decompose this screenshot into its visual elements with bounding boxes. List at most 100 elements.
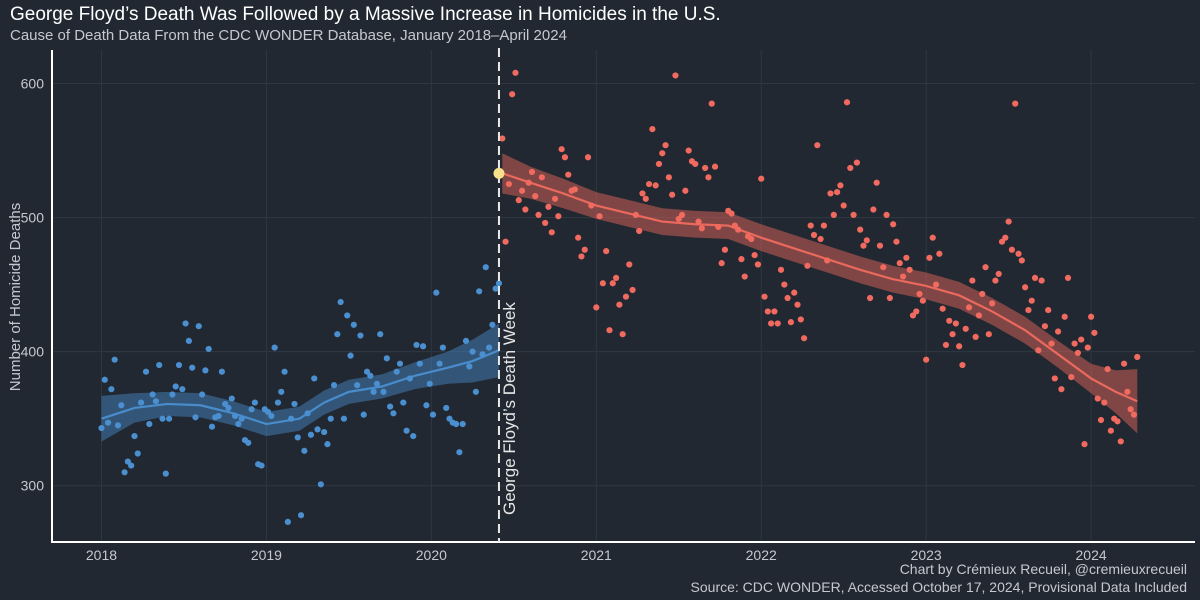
data-point — [545, 203, 552, 210]
data-point — [400, 399, 407, 406]
data-point — [616, 301, 623, 308]
data-point — [1041, 323, 1049, 330]
data-point — [754, 261, 762, 268]
data-point — [360, 411, 367, 418]
data-point — [903, 254, 910, 261]
data-point — [561, 154, 569, 161]
data-point — [98, 424, 105, 432]
data-point — [390, 410, 397, 417]
data-point — [975, 312, 983, 319]
data-point — [387, 403, 394, 410]
data-point — [396, 360, 404, 367]
data-point — [758, 175, 765, 182]
data-point — [518, 187, 526, 194]
data-point — [1120, 360, 1128, 367]
data-point — [195, 323, 202, 330]
data-point — [182, 320, 189, 327]
x-tick-label: 2023 — [911, 547, 942, 563]
data-point — [166, 415, 173, 422]
data-point — [609, 280, 616, 287]
trend-line — [101, 349, 500, 426]
data-point — [949, 331, 956, 338]
data-point — [433, 289, 440, 296]
data-point — [108, 386, 115, 393]
trend-lines — [101, 172, 1138, 426]
data-point — [698, 225, 705, 232]
data-point — [946, 317, 953, 324]
data-point — [462, 337, 470, 345]
data-point — [979, 290, 986, 298]
data-point — [936, 250, 943, 257]
data-point — [972, 333, 979, 340]
y-axis-label: Number of Homicide Deaths — [7, 203, 24, 391]
confidence-band — [101, 323, 499, 442]
data-point — [509, 91, 516, 98]
data-point — [294, 434, 301, 441]
data-point — [142, 368, 150, 375]
data-point — [575, 234, 582, 241]
data-point — [801, 335, 808, 342]
data-point — [873, 179, 880, 186]
data-point — [711, 163, 719, 170]
data-point — [1081, 441, 1088, 448]
data-point — [423, 402, 430, 409]
data-point — [459, 420, 466, 428]
data-point — [1045, 306, 1052, 314]
data-point — [820, 222, 827, 229]
x-tick-label: 2019 — [251, 547, 282, 563]
data-point — [429, 411, 437, 418]
data-point — [896, 260, 903, 267]
data-point — [383, 355, 390, 362]
data-point — [645, 180, 653, 188]
data-point — [426, 380, 433, 387]
data-point — [932, 281, 940, 288]
data-point — [876, 242, 884, 249]
data-point — [542, 219, 549, 227]
data-point — [764, 308, 771, 315]
caption-credit: Chart by Crémieux Recueil, @cremieuxrecu… — [899, 561, 1187, 577]
data-point — [923, 356, 930, 363]
data-point — [215, 412, 222, 420]
data-point — [469, 348, 476, 355]
data-point — [692, 160, 699, 168]
data-point — [1025, 306, 1032, 314]
data-point — [850, 211, 857, 218]
data-point — [939, 305, 946, 312]
data-point — [225, 404, 232, 412]
data-point — [929, 234, 936, 241]
data-point — [137, 399, 145, 406]
data-point — [274, 399, 282, 406]
data-point — [1038, 277, 1045, 284]
data-point — [149, 391, 156, 398]
data-point — [761, 293, 768, 300]
data-point — [989, 300, 996, 307]
data-point — [833, 189, 841, 196]
data-point — [1018, 257, 1025, 264]
data-point — [1028, 297, 1035, 304]
chart-subtitle: Cause of Death Data From the CDC WONDER … — [10, 27, 567, 44]
data-point — [565, 171, 572, 178]
data-point — [642, 195, 649, 202]
data-point — [926, 254, 933, 261]
data-point — [347, 352, 354, 359]
data-point — [416, 360, 423, 367]
data-point — [291, 400, 298, 408]
data-point — [748, 235, 755, 243]
y-tick-label: 600 — [21, 76, 45, 92]
data-point — [1117, 438, 1124, 445]
data-point — [606, 327, 613, 334]
data-point — [830, 211, 837, 218]
data-point — [324, 441, 331, 448]
data-point — [1091, 329, 1098, 336]
data-point — [443, 404, 450, 412]
data-point — [179, 386, 186, 393]
data-point — [1015, 250, 1022, 257]
data-point — [837, 182, 844, 189]
data-point — [810, 231, 818, 239]
data-point — [659, 150, 666, 157]
data-point — [175, 361, 183, 369]
data-point — [198, 391, 206, 398]
data-point — [159, 415, 166, 422]
data-point — [205, 345, 212, 353]
data-point — [880, 264, 887, 271]
